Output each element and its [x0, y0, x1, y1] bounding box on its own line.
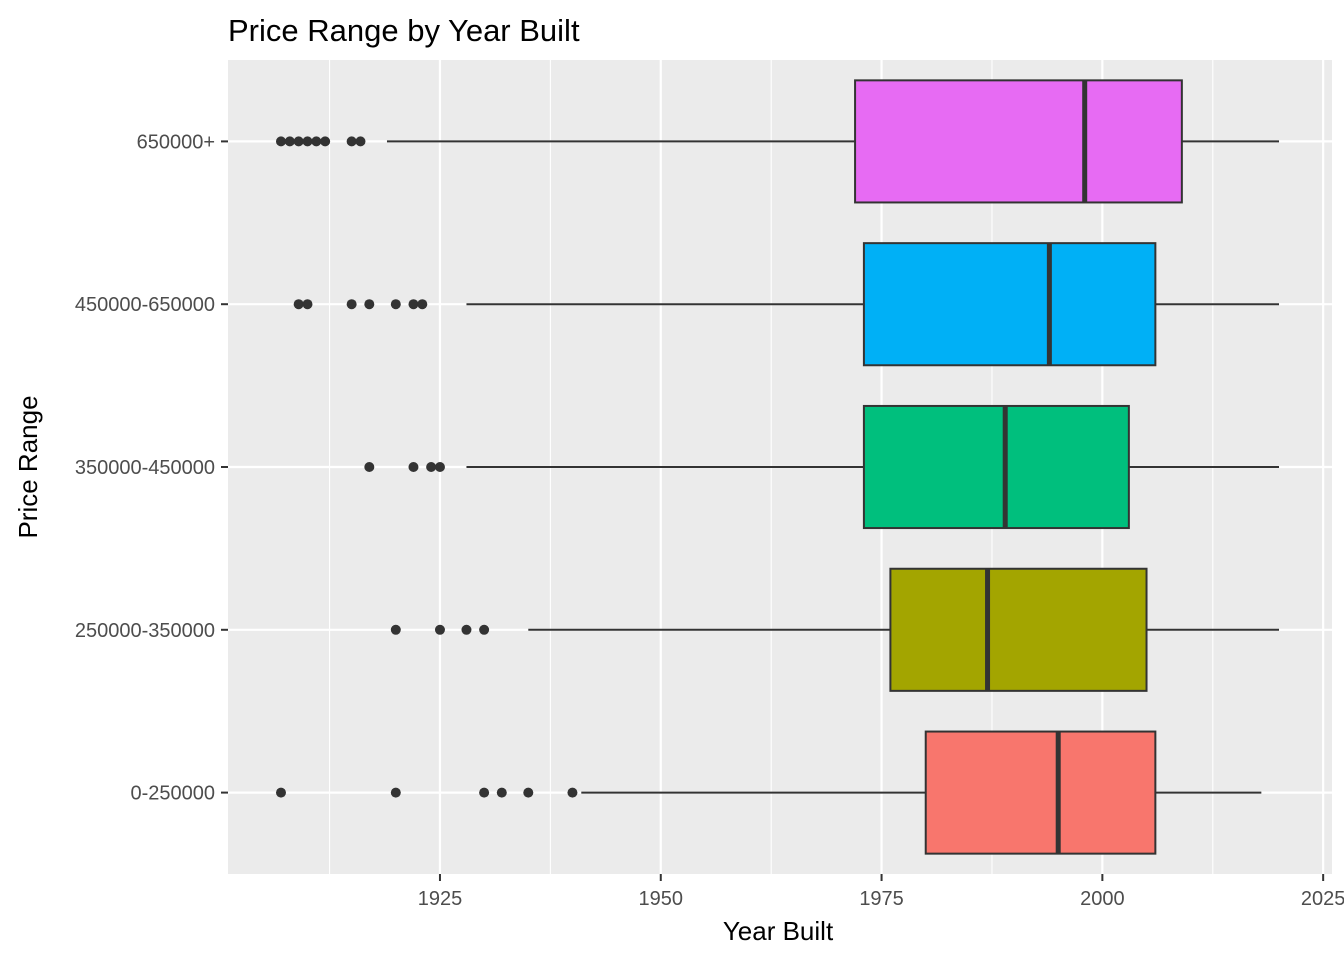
outlier-point [346, 136, 357, 147]
box-group [390, 567, 1280, 692]
outlier-point [364, 299, 375, 310]
outlier-point [293, 136, 304, 147]
outlier-point [320, 136, 331, 147]
outlier-point [346, 299, 357, 310]
outlier-point [408, 462, 419, 472]
box-iqr [854, 79, 1183, 204]
x-tick-label: 2000 [1080, 888, 1125, 910]
box-group [293, 242, 1280, 367]
outlier-point [275, 787, 286, 798]
outlier-point [275, 136, 286, 147]
outlier-point [293, 299, 304, 310]
chart-title: Price Range by Year Built [228, 13, 580, 48]
outlier-point [302, 136, 313, 147]
x-tick-label: 1925 [418, 888, 463, 910]
outlier-point [426, 462, 437, 472]
box-group [364, 404, 1280, 530]
axes: 0-250000 250000-350000 350000-450000 450000… [75, 131, 1344, 910]
x-tick-label: 1950 [639, 888, 684, 910]
outlier-point [523, 787, 534, 798]
x-tick-label: 2025 [1301, 888, 1344, 910]
box-iqr [862, 404, 1130, 530]
outlier-point [479, 787, 490, 798]
outlier-point [434, 624, 445, 635]
box-group [275, 730, 1262, 855]
y-tick-label: 450000-650000 [75, 294, 215, 316]
y-tick-label: 0-250000 [130, 783, 215, 805]
outlier-point [417, 299, 428, 310]
outlier-point [390, 787, 401, 798]
box-iqr [862, 242, 1157, 367]
box-group [275, 79, 1280, 204]
y-tick-label: 650000+ [137, 131, 215, 153]
outlier-point [355, 136, 366, 147]
outlier-point [390, 299, 401, 310]
outlier-point [461, 624, 472, 635]
outlier-point [284, 136, 295, 147]
outlier-point [567, 787, 578, 798]
box-iqr [889, 567, 1148, 692]
y-axis-title: Price Range [13, 395, 43, 538]
y-tick-label: 250000-350000 [75, 620, 215, 642]
outlier-point [311, 136, 322, 147]
outlier-point [390, 624, 401, 635]
outlier-point [302, 299, 313, 310]
y-tick-label: 350000-450000 [75, 457, 215, 479]
outlier-point [496, 787, 507, 798]
boxes [275, 79, 1280, 855]
x-axis-title: Year Built [723, 916, 834, 946]
outlier-point [364, 462, 375, 472]
box-iqr [924, 730, 1157, 855]
outlier-point [434, 462, 445, 472]
outlier-point [408, 299, 419, 310]
x-tick-label: 1975 [859, 888, 904, 910]
outlier-point [479, 624, 490, 635]
